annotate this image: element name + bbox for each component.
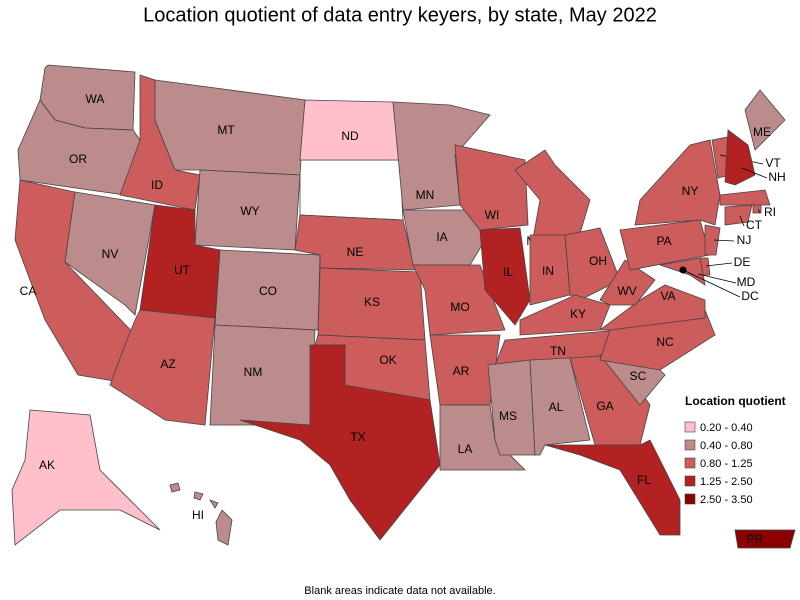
state-label: MN xyxy=(416,188,435,202)
state-label: SC xyxy=(630,369,647,383)
state-region xyxy=(599,259,656,306)
legend-label: 0.20 - 0.40 xyxy=(700,422,753,434)
state-label: DE xyxy=(734,255,751,269)
state-label: NH xyxy=(768,170,785,184)
state-label: CA xyxy=(20,284,37,298)
state-label: OR xyxy=(69,152,87,166)
state-label: FL xyxy=(637,473,651,487)
state-label: MS xyxy=(499,409,517,423)
state-region xyxy=(479,227,531,326)
state-label: TN xyxy=(550,344,566,358)
state-label: PR xyxy=(747,532,764,546)
state-label: AZ xyxy=(160,357,175,371)
state-region xyxy=(724,204,753,226)
state-label: MT xyxy=(217,123,235,137)
state-region xyxy=(564,227,621,301)
state-label: RI xyxy=(764,205,776,219)
state-label: NV xyxy=(102,247,119,261)
state-label: AL xyxy=(549,400,564,414)
state-region xyxy=(11,409,161,546)
state-label: UT xyxy=(174,263,191,277)
state-label: WY xyxy=(240,204,259,218)
state-label: CO xyxy=(259,284,277,298)
state-label: NE xyxy=(347,245,364,259)
state-region xyxy=(634,139,721,226)
state-region xyxy=(64,191,156,316)
state-label: KY xyxy=(570,307,586,321)
leader-line xyxy=(739,215,745,227)
state-region xyxy=(215,509,233,546)
state-region xyxy=(514,149,591,256)
state-label: TX xyxy=(350,430,365,444)
state-label: AK xyxy=(39,458,55,472)
state-label: CT xyxy=(746,218,763,232)
leader-line xyxy=(713,239,735,242)
state-label: MD xyxy=(737,275,756,289)
state-region xyxy=(487,359,536,456)
state-label: ME xyxy=(753,125,771,139)
state-region xyxy=(544,439,681,536)
state-label: ND xyxy=(341,129,359,143)
legend-swatch xyxy=(684,457,696,469)
state-label: WA xyxy=(86,92,105,106)
state-label: IN xyxy=(542,264,554,278)
legend-swatch xyxy=(684,493,696,505)
state-region xyxy=(734,529,796,549)
state-region xyxy=(239,344,441,541)
state-region xyxy=(454,144,529,231)
state-region xyxy=(109,309,216,426)
footnote: Blank areas indicate data not available. xyxy=(304,585,495,597)
leader-line xyxy=(741,167,768,179)
state-region xyxy=(744,89,786,151)
state-label: KS xyxy=(364,295,380,309)
state-label: IA xyxy=(436,230,447,244)
state-label: HI xyxy=(192,508,204,522)
legend-swatch xyxy=(684,475,696,487)
legend-swatch xyxy=(684,439,696,451)
state-label: WV xyxy=(617,284,636,298)
state-region xyxy=(209,324,316,426)
state-label: VT xyxy=(765,156,781,170)
state-label: IL xyxy=(503,265,513,279)
legend-label: 1.25 - 2.50 xyxy=(700,476,753,488)
state-label: NM xyxy=(244,365,263,379)
leader-line xyxy=(705,262,733,267)
state-label: MO xyxy=(450,300,469,314)
state-region xyxy=(169,482,181,493)
legend-swatch xyxy=(684,421,696,433)
state-label: AR xyxy=(453,364,470,378)
state-label: PA xyxy=(656,234,671,248)
leader-line xyxy=(697,273,737,284)
state-label: DC xyxy=(741,289,759,303)
legend-label: 2.50 - 3.50 xyxy=(700,494,753,506)
state-label: GA xyxy=(596,399,613,413)
state-region xyxy=(724,129,756,186)
state-label: WI xyxy=(485,208,500,222)
legend-label: 0.40 - 0.80 xyxy=(700,440,753,452)
state-region xyxy=(209,499,219,509)
state-label: NC xyxy=(656,335,674,349)
state-region xyxy=(412,264,506,336)
state-region xyxy=(193,491,204,501)
leader-line xyxy=(682,269,741,298)
state-region xyxy=(402,209,486,266)
state-label: OK xyxy=(379,353,396,367)
legend-label: 0.80 - 1.25 xyxy=(700,458,753,470)
legend-title: Location quotient xyxy=(685,394,786,408)
state-region xyxy=(719,189,771,206)
state-label: VA xyxy=(660,289,675,303)
title: Location quotient of data entry keyers, … xyxy=(143,4,657,26)
state-label: NJ xyxy=(737,233,752,247)
state-label: NY xyxy=(682,184,699,198)
state-label: OH xyxy=(589,254,607,268)
state-region xyxy=(519,294,611,336)
state-label: ID xyxy=(151,178,163,192)
state-region xyxy=(704,224,721,256)
leader-line xyxy=(757,208,761,214)
state-region xyxy=(598,284,706,331)
state-label: LA xyxy=(458,442,473,456)
state-no-data xyxy=(299,159,404,221)
